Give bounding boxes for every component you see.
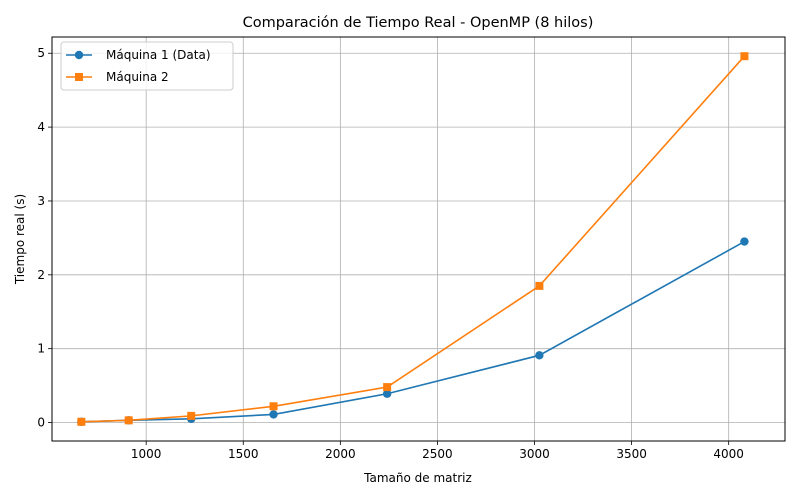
legend: Máquina 1 (Data) Máquina 2 <box>60 41 234 91</box>
series-2-point <box>77 417 86 426</box>
x-tick-label: 4000 <box>713 447 744 461</box>
x-tick-label: 2500 <box>422 447 453 461</box>
series-2-point <box>269 402 278 411</box>
series-2-point <box>383 383 392 392</box>
grid-lines <box>52 37 785 441</box>
legend-marker-2 <box>75 73 83 81</box>
legend-label-2: Máquina 2 <box>106 70 169 84</box>
y-tick-label: 5 <box>37 46 45 60</box>
legend-marker-1 <box>74 50 84 60</box>
x-tick-label: 1000 <box>131 447 162 461</box>
legend-label-1: Máquina 1 (Data) <box>106 48 211 62</box>
series-2-line <box>81 55 746 423</box>
y-tick-label: 1 <box>37 342 45 356</box>
y-tick-label: 4 <box>37 120 45 134</box>
legend-box <box>60 41 234 91</box>
x-tick-label: 3000 <box>519 447 550 461</box>
series-2-point <box>187 411 196 420</box>
y-tick-label: 3 <box>37 194 45 208</box>
series-1-line <box>81 240 745 423</box>
series-2 <box>77 52 749 426</box>
plot-frame <box>51 36 786 442</box>
x-axis-label: Tamaño de matriz <box>363 471 472 485</box>
series-layer <box>77 52 749 426</box>
x-tick-label: 2000 <box>325 447 356 461</box>
series-1-point <box>382 389 392 398</box>
x-tick-label: 3500 <box>616 447 647 461</box>
series-1-point <box>269 410 278 419</box>
y-tick-label: 2 <box>37 268 45 282</box>
series-1-point <box>535 351 544 360</box>
chart-title: Comparación de Tiempo Real - OpenMP (8 h… <box>243 15 594 31</box>
y-axis-ticks: 0 1 2 3 4 5 <box>37 46 52 430</box>
y-tick-label: 0 <box>37 416 45 430</box>
x-axis-ticks: 1000 1500 2000 2500 3000 3500 4000 <box>131 441 744 461</box>
series-1 <box>77 237 749 426</box>
series-2-point <box>124 416 133 425</box>
x-tick-label: 1500 <box>228 447 259 461</box>
series-2-point <box>740 52 749 61</box>
y-axis-label: Tiempo real (s) <box>13 194 27 285</box>
series-1-point <box>740 237 749 246</box>
series-2-point <box>535 281 544 290</box>
